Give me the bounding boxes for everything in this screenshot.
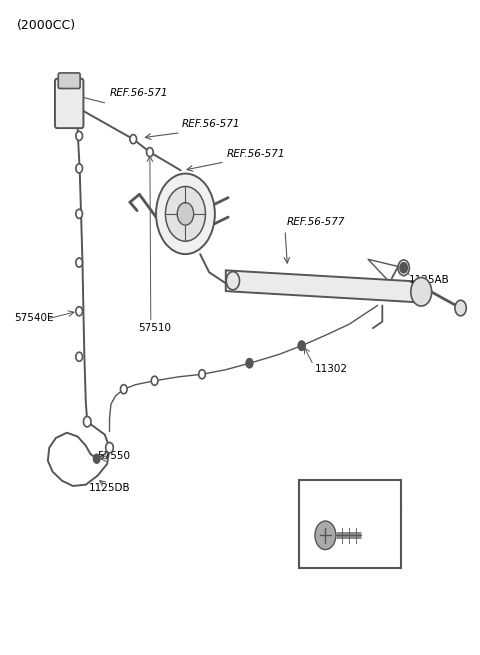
Circle shape (398, 260, 409, 276)
Circle shape (246, 359, 253, 367)
Circle shape (411, 278, 432, 306)
Circle shape (76, 210, 83, 218)
Circle shape (156, 174, 215, 254)
Text: (2000CC): (2000CC) (17, 19, 76, 32)
Circle shape (177, 202, 193, 225)
Circle shape (106, 442, 113, 453)
Text: REF.56-571: REF.56-571 (109, 88, 168, 98)
Circle shape (76, 132, 83, 140)
Circle shape (146, 147, 153, 157)
Circle shape (299, 342, 304, 350)
Circle shape (226, 272, 240, 290)
FancyBboxPatch shape (58, 73, 80, 88)
Text: 57510: 57510 (138, 323, 171, 333)
Circle shape (166, 187, 205, 241)
Circle shape (400, 263, 408, 273)
Text: REF.56-577: REF.56-577 (287, 217, 345, 227)
Circle shape (76, 164, 83, 173)
Circle shape (120, 384, 127, 394)
Circle shape (315, 521, 336, 550)
Text: 1125AB: 1125AB (408, 275, 449, 286)
Circle shape (299, 341, 305, 350)
Circle shape (455, 300, 466, 316)
Circle shape (247, 359, 252, 366)
Circle shape (76, 352, 83, 362)
Circle shape (151, 376, 158, 385)
Text: 1130FA: 1130FA (329, 488, 372, 501)
Circle shape (130, 135, 137, 143)
FancyBboxPatch shape (300, 480, 401, 568)
Circle shape (76, 307, 83, 316)
Text: 1125DB: 1125DB (89, 483, 131, 493)
Text: 11302: 11302 (315, 364, 348, 373)
Circle shape (299, 341, 305, 350)
Circle shape (76, 258, 83, 267)
Text: 57550: 57550 (96, 451, 130, 460)
Circle shape (199, 369, 205, 379)
Text: 57540E: 57540E (14, 313, 54, 323)
Text: REF.56-571: REF.56-571 (227, 149, 285, 159)
Circle shape (84, 417, 91, 427)
FancyBboxPatch shape (55, 79, 84, 128)
Circle shape (94, 454, 100, 463)
Polygon shape (226, 271, 416, 302)
Text: REF.56-571: REF.56-571 (182, 119, 240, 129)
